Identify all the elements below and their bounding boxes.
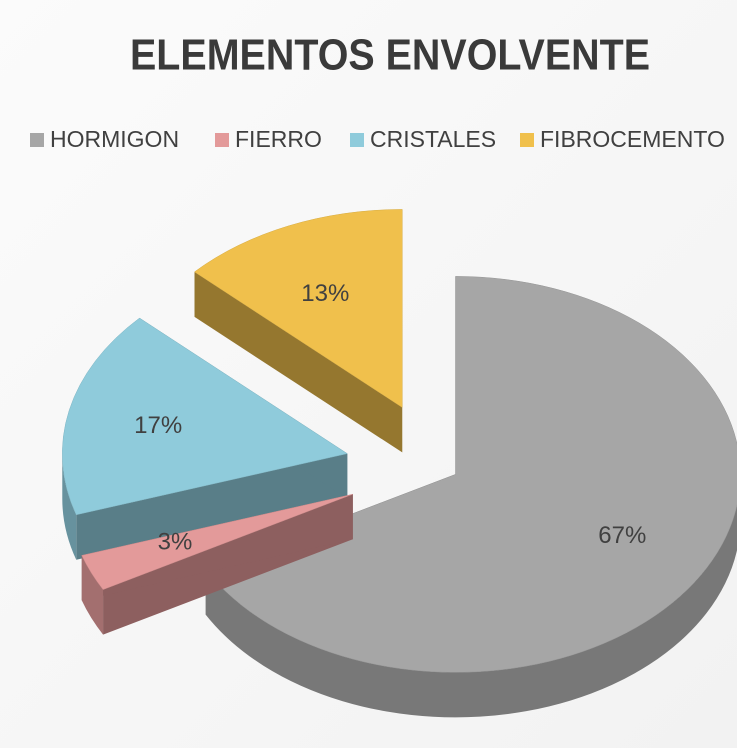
slice-side xyxy=(81,555,104,635)
pie-slice xyxy=(81,493,353,635)
legend-swatch xyxy=(215,133,229,147)
legend-label: FIERRO xyxy=(235,126,322,152)
legend-swatch xyxy=(30,133,44,147)
data-label: 13% xyxy=(301,280,349,307)
slice-side xyxy=(205,505,737,718)
slice-wall xyxy=(81,494,353,601)
slice-top xyxy=(81,493,353,590)
slice-wall xyxy=(194,271,403,453)
legend-label: HORMIGON xyxy=(50,126,179,152)
chart-title: ELEMENTOS ENVOLVENTE xyxy=(130,31,650,80)
slice-top xyxy=(194,209,403,408)
slice-top xyxy=(205,276,737,673)
legend-label: CRISTALES xyxy=(370,126,496,152)
legend-swatch xyxy=(350,133,364,147)
legend-swatch xyxy=(520,133,534,147)
data-label: 17% xyxy=(134,412,182,439)
pie-slice xyxy=(62,317,348,560)
slice-side xyxy=(62,453,77,560)
legend-label: FIBROCEMENTO xyxy=(540,126,725,152)
data-label: 67% xyxy=(598,522,646,549)
data-label: 3% xyxy=(158,528,193,555)
slice-top xyxy=(62,317,348,516)
slice-wall xyxy=(76,453,348,560)
pie-slice xyxy=(194,209,403,453)
